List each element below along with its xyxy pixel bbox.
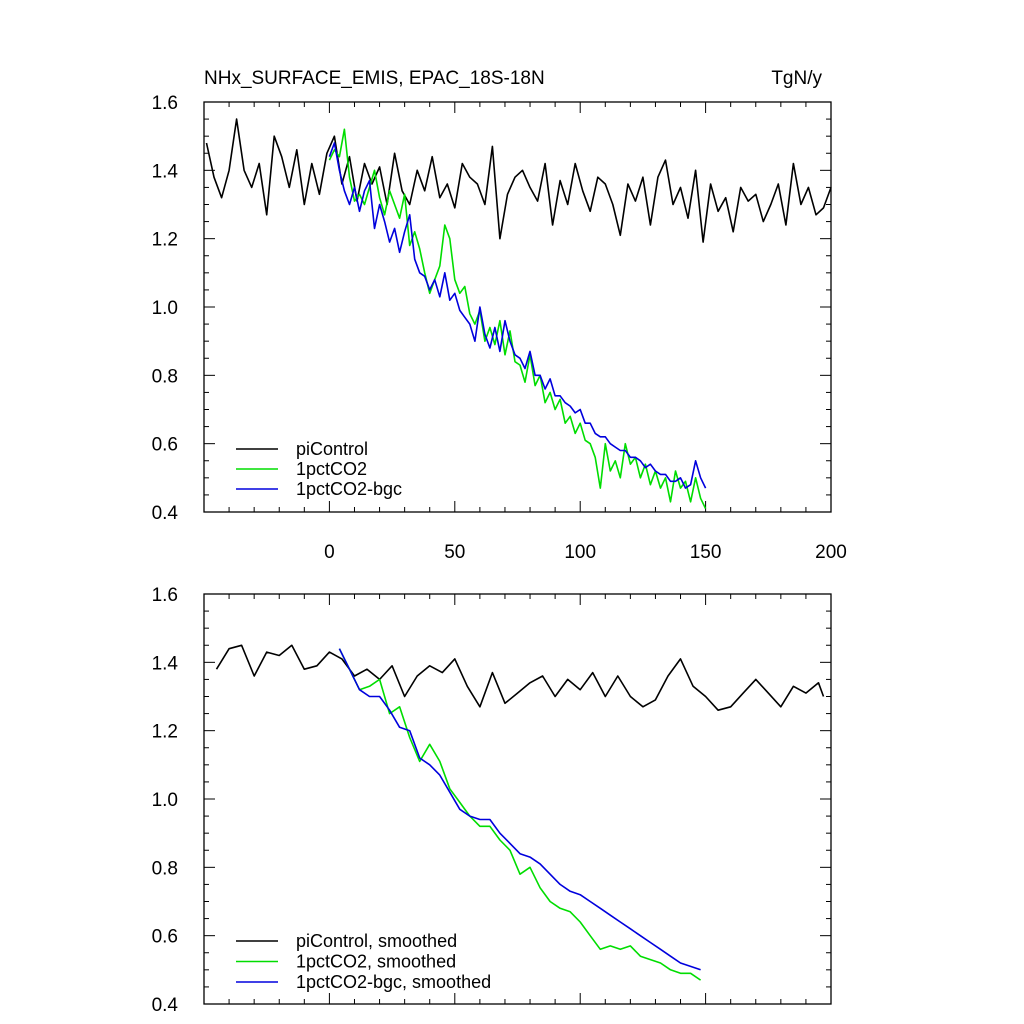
series-line-1pctco2-bgc <box>328 142 707 489</box>
y-tick-label: 0.8 <box>152 858 178 879</box>
series-line-1pctco2-bgc-smoothed <box>338 648 701 971</box>
legend-label: 1pctCO2-bgc <box>296 479 402 499</box>
series-lines <box>215 644 825 981</box>
legend-label: piControl <box>296 439 368 459</box>
y-tick-label: 1.6 <box>152 93 178 114</box>
series-line-picontrol-smoothed <box>215 644 825 712</box>
bottom-panel: 0.4 0.6 0.8 1.0 1.2 1.4 1.6 piControl, smoothe… <box>152 585 832 1016</box>
y-tick-label: 0.4 <box>152 503 179 524</box>
y-tick-labels: 0.4 0.6 0.8 1.0 1.2 1.4 1.6 <box>152 93 179 524</box>
x-tick-label: 100 <box>564 542 596 563</box>
units-label: TgN/y <box>771 68 822 89</box>
y-tick-label: 1.6 <box>152 585 178 606</box>
x-tick-label: 150 <box>690 542 722 563</box>
chart-title: NHx_SURFACE_EMIS, EPAC_18S-18N <box>204 68 545 89</box>
series-line-picontrol <box>205 118 832 243</box>
y-tick-label: 1.0 <box>152 298 178 319</box>
y-tick-label: 1.4 <box>152 653 179 674</box>
y-tick-label: 1.4 <box>152 161 179 182</box>
top-panel: NHx_SURFACE_EMIS, EPAC_18S-18N TgN/y 0.4… <box>152 68 847 563</box>
legend-label: piControl, smoothed <box>296 931 457 951</box>
legend-label: 1pctCO2-bgc, smoothed <box>296 972 491 992</box>
x-tick-label: 200 <box>815 542 847 563</box>
y-tick-label: 1.2 <box>152 722 178 743</box>
series-lines <box>205 118 832 509</box>
x-tick-label: 50 <box>444 542 465 563</box>
y-tick-label: 1.2 <box>152 230 178 251</box>
series-line-1pctco2 <box>328 128 707 509</box>
tick-marks <box>204 593 832 1005</box>
x-tick-labels: 0 50 100 150 200 <box>324 542 847 563</box>
y-tick-label: 0.4 <box>152 995 179 1016</box>
y-tick-label: 0.8 <box>152 366 178 387</box>
y-tick-label: 1.0 <box>152 790 178 811</box>
y-tick-label: 0.6 <box>152 435 178 456</box>
y-tick-label: 0.6 <box>152 927 178 948</box>
legend-label: 1pctCO2 <box>296 459 367 479</box>
tick-marks <box>204 101 832 513</box>
legend-label: 1pctCO2, smoothed <box>296 952 456 972</box>
series-line-1pctco2-smoothed <box>338 648 702 981</box>
y-tick-labels: 0.4 0.6 0.8 1.0 1.2 1.4 1.6 <box>152 585 179 1016</box>
x-tick-label: 0 <box>324 542 335 563</box>
